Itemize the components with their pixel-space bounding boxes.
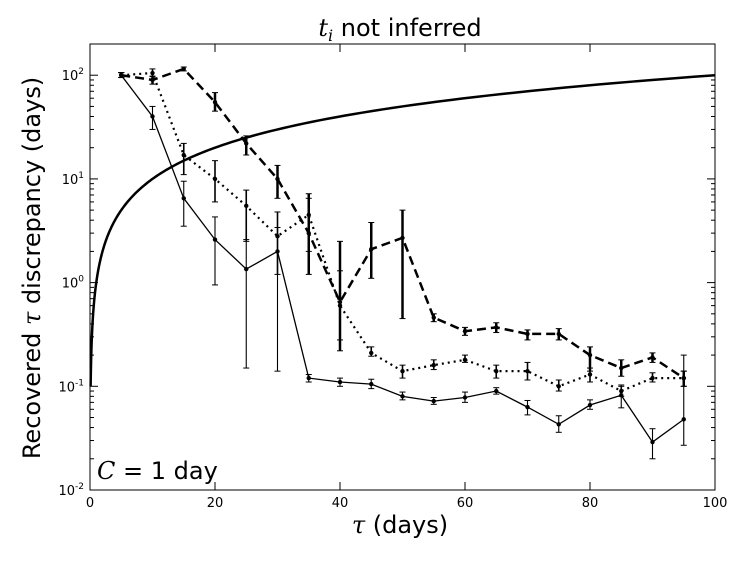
- y-tick-label: 101: [62, 171, 84, 188]
- data-point: [587, 372, 593, 377]
- data-point: [337, 379, 343, 385]
- series-dotted: [118, 68, 687, 397]
- x-tick-label: 100: [703, 496, 728, 511]
- data-point: [275, 249, 280, 254]
- data-point: [369, 246, 374, 252]
- data-point: [181, 152, 186, 158]
- x-tick-label: 40: [332, 496, 349, 511]
- data-point: [369, 381, 374, 387]
- series-solid: [118, 72, 687, 460]
- x-tick-label: 80: [582, 496, 599, 511]
- data-point: [525, 404, 530, 410]
- data-point: [212, 176, 218, 182]
- plot-frame: [89, 43, 716, 491]
- data-point: [556, 384, 561, 389]
- data-point: [275, 176, 280, 182]
- x-axis-title: τ (days): [352, 511, 448, 539]
- annotation-c-value: C = 1 day: [97, 457, 218, 485]
- x-tick-label: 60: [457, 496, 474, 511]
- annotation-symbol: C: [97, 457, 115, 485]
- data-point: [400, 368, 405, 374]
- ticks-layer: 0 20 40 60 80 100 10-2 10-1 100 101 102: [58, 43, 728, 511]
- data-point: [650, 439, 655, 445]
- data-point: [337, 303, 343, 308]
- chart-title: ti not inferred: [318, 14, 481, 45]
- title-symbol: t: [318, 14, 328, 42]
- data-point: [525, 368, 530, 374]
- data-point: [494, 388, 499, 394]
- y-axis-title: Recovered τ discrepancy (days): [18, 77, 46, 459]
- data-point: [462, 395, 468, 400]
- data-point: [619, 365, 624, 371]
- data-point: [400, 394, 405, 399]
- data-point: [431, 315, 436, 320]
- data-point: [244, 266, 249, 272]
- data-point: [150, 70, 155, 76]
- reference-layer: [89, 73, 716, 387]
- data-point: [400, 235, 405, 241]
- data-point: [244, 141, 249, 146]
- data-point: [369, 350, 374, 356]
- annotation-rest: = 1 day: [115, 457, 217, 485]
- data-point: [556, 422, 561, 427]
- data-point: [494, 368, 499, 374]
- data-point: [431, 398, 436, 404]
- series-layer: [118, 66, 687, 460]
- title-subscript: i: [328, 26, 333, 45]
- data-point: [587, 352, 593, 358]
- data-point: [462, 328, 468, 334]
- y-axis-post: discrepancy (days): [18, 77, 46, 312]
- series-dashed: [118, 66, 687, 387]
- data-point: [462, 357, 468, 363]
- data-point: [525, 331, 530, 337]
- data-point: [619, 393, 624, 398]
- data-point: [587, 402, 593, 408]
- y-tick-label: 100: [62, 275, 85, 292]
- data-point: [650, 375, 655, 381]
- data-point: [244, 203, 249, 209]
- reference-curve-line: [89, 73, 716, 387]
- y-tick-label: 102: [62, 67, 84, 84]
- data-point: [431, 362, 436, 368]
- y-tick-label: 10-1: [58, 378, 84, 395]
- data-point: [306, 375, 311, 381]
- data-point: [212, 237, 218, 242]
- data-point: [681, 417, 686, 422]
- data-point: [494, 325, 499, 330]
- data-point: [181, 66, 186, 72]
- x-axis-symbol: τ: [352, 511, 366, 539]
- data-point: [556, 331, 561, 337]
- y-axis-symbol: τ: [18, 311, 46, 325]
- data-point: [150, 114, 155, 119]
- x-tick-label: 0: [86, 496, 94, 511]
- data-point: [306, 212, 311, 218]
- y-tick-label: 10-2: [58, 482, 84, 499]
- data-point: [181, 196, 186, 201]
- data-point: [650, 355, 655, 360]
- x-tick-label: 20: [207, 496, 224, 511]
- data-point: [119, 73, 124, 78]
- y-axis-pre: Recovered: [18, 325, 46, 459]
- title-rest: not inferred: [333, 14, 481, 42]
- data-point: [212, 99, 218, 105]
- x-axis-rest: (days): [365, 511, 448, 539]
